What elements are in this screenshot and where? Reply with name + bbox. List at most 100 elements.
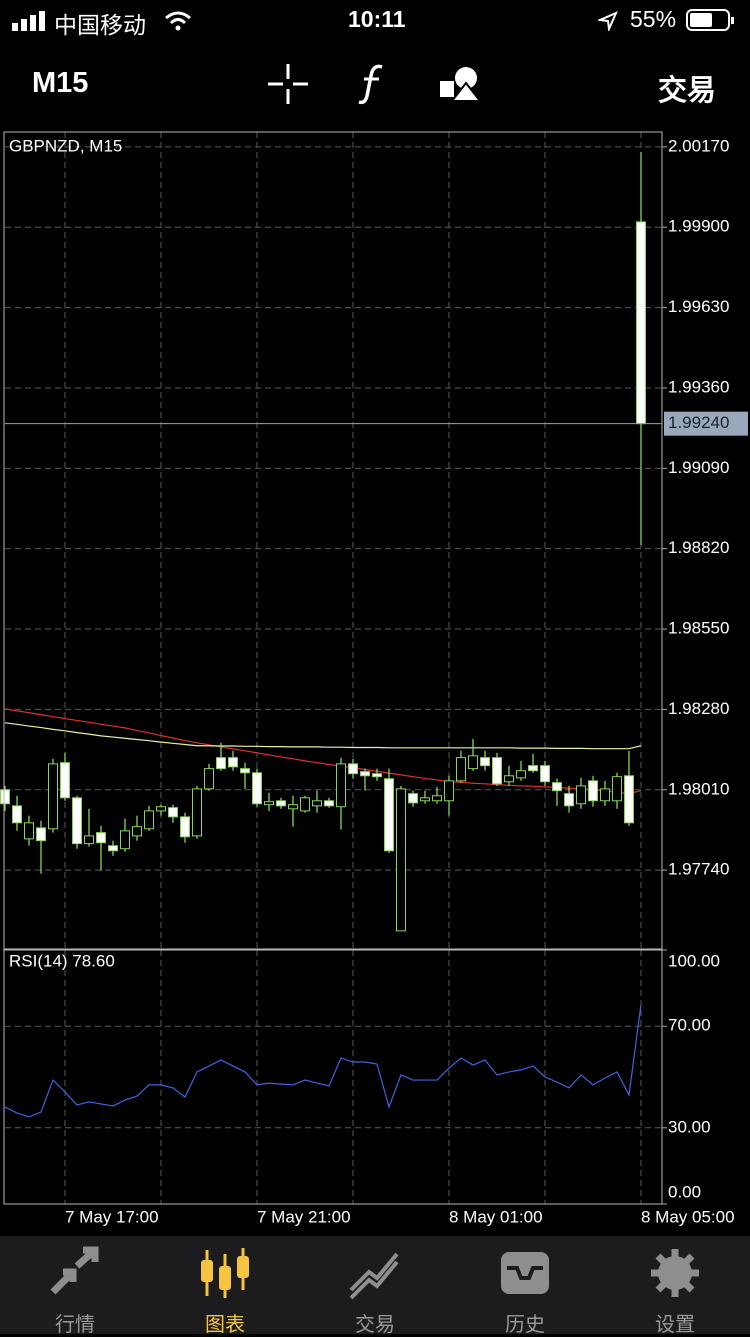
candle-body: [480, 757, 490, 767]
candle-body: [300, 797, 310, 812]
candle-body: [444, 780, 454, 802]
wifi-icon: [165, 11, 191, 31]
candle-body: [72, 797, 82, 845]
candle-body: [156, 806, 166, 812]
moving-average-line: [4, 708, 642, 795]
tab[interactable]: 行情: [0, 1236, 150, 1336]
carrier: 中国移动: [54, 12, 146, 38]
candle-body: [144, 810, 154, 830]
tab[interactable]: 设置: [600, 1236, 750, 1336]
candle-body: [216, 757, 226, 770]
candle-body: [264, 801, 274, 806]
candle-body: [552, 782, 562, 792]
candle-body: [84, 835, 94, 845]
status-bar: 中国移动 10:11 55%: [0, 0, 750, 40]
candle-body: [432, 795, 442, 802]
candle-body: [24, 822, 34, 840]
candle-body: [276, 800, 286, 807]
tab[interactable]: 历史: [450, 1236, 600, 1336]
crosshair-button[interactable]: [266, 62, 310, 106]
y-tick-label: 1.99360: [668, 377, 729, 396]
candle-body: [0, 789, 10, 805]
current-price-box: [664, 411, 748, 436]
y-tick-label: 70.00: [668, 1016, 711, 1035]
y-tick-label: 100.00: [668, 951, 720, 970]
y-tick-label: 1.99630: [668, 297, 729, 316]
timeframe-button[interactable]: M15: [32, 67, 89, 99]
tab-icon: [349, 1252, 399, 1300]
candle-body: [108, 845, 118, 852]
y-tick-label: 0.00: [668, 1182, 701, 1201]
candle-body: [132, 826, 142, 837]
candle-body: [120, 830, 130, 850]
y-tick-label: 30.00: [668, 1117, 711, 1136]
candle-body: [60, 762, 70, 799]
rsi-line: [4, 1004, 642, 1118]
x-tick-label: 7 May 17:00: [65, 1207, 159, 1226]
candle-body: [636, 221, 646, 425]
candle-body: [420, 797, 430, 802]
candle-body: [492, 757, 502, 785]
candle-body: [228, 757, 238, 768]
candle-body: [396, 788, 406, 932]
candle-body: [516, 770, 526, 779]
candle-body: [372, 773, 382, 778]
x-tick-label: 8 May 01:00: [449, 1207, 543, 1226]
candle-body: [348, 763, 358, 775]
indicator-title: RSI(14) 78.60: [9, 951, 115, 970]
tab[interactable]: 图表: [150, 1236, 300, 1336]
candle-body: [468, 755, 478, 770]
tab-label: 行情: [55, 1314, 95, 1336]
objects-button[interactable]: [438, 65, 482, 105]
current-price-label: 1.99240: [668, 413, 729, 432]
tab[interactable]: 交易: [300, 1236, 450, 1336]
candle-body: [48, 763, 58, 830]
y-tick-label: 1.98280: [668, 699, 729, 718]
candle-body: [96, 832, 106, 844]
candle-body: [600, 788, 610, 802]
clock: 10:11: [348, 6, 406, 32]
candle-body: [12, 805, 22, 824]
candle-body: [564, 793, 574, 807]
chart: 0.00 30.00 70.00 100.00 8 May 05:00 8 May 01:…: [0, 131, 748, 1226]
chart-title: GBPNZD, M15: [9, 136, 122, 155]
candle-body: [192, 788, 202, 837]
candle-body: [360, 771, 370, 777]
trade-button[interactable]: 交易: [657, 75, 716, 107]
candle-body: [336, 763, 346, 808]
tab-label: 历史: [505, 1314, 545, 1336]
panel-frame: [3, 131, 663, 950]
y-tick-label: 1.99900: [668, 217, 729, 236]
candle-body: [576, 785, 586, 805]
indicators-button[interactable]: [358, 62, 388, 106]
candle-body: [204, 768, 214, 790]
candle-body: [36, 827, 46, 842]
tab-icon: [501, 1252, 549, 1294]
candle-body: [588, 780, 598, 802]
candle-body: [612, 776, 622, 802]
signal-icon: [12, 11, 45, 31]
candle-body: [528, 765, 538, 772]
panel-frame: [3, 949, 663, 1205]
candle-body: [456, 757, 466, 782]
toolbar: M15 交易: [0, 40, 750, 130]
candle-body: [540, 765, 550, 783]
candle-body: [312, 800, 322, 807]
tab-label: 设置: [655, 1314, 695, 1336]
candle-body: [624, 775, 634, 824]
tab-icon: [201, 1248, 249, 1298]
tab-label: 图表: [205, 1314, 245, 1336]
y-tick-label: 2.00170: [668, 136, 729, 155]
location-icon: [598, 11, 618, 31]
tab-icon: [651, 1249, 699, 1297]
candle-body: [252, 772, 262, 805]
y-tick-label: 1.97740: [668, 860, 729, 879]
candle-body: [408, 793, 418, 804]
y-tick-label: 1.98550: [668, 619, 729, 638]
candle-body: [384, 778, 394, 852]
battery-level: 55%: [630, 6, 677, 32]
tab-label: 交易: [355, 1314, 395, 1336]
candle-body: [504, 775, 514, 783]
candle-body: [180, 816, 190, 838]
x-tick-label: 8 May 05:00: [641, 1207, 735, 1226]
